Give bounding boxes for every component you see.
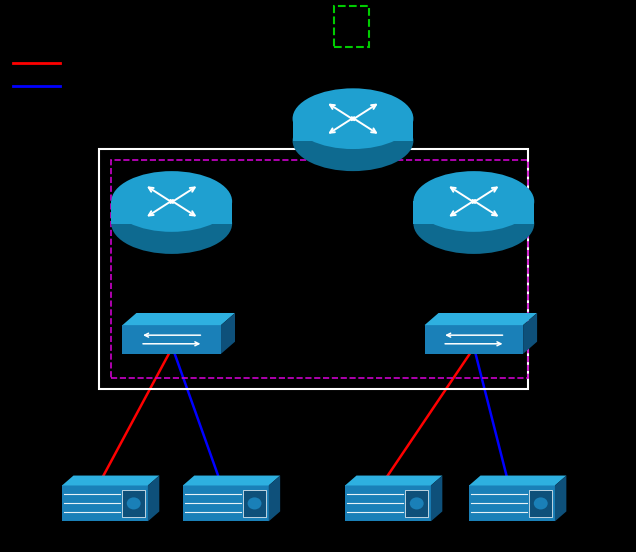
Polygon shape (413, 201, 534, 224)
Polygon shape (293, 119, 413, 141)
Circle shape (534, 497, 548, 509)
Circle shape (410, 497, 424, 509)
Polygon shape (123, 325, 221, 354)
Ellipse shape (111, 171, 232, 232)
Polygon shape (183, 486, 268, 521)
Polygon shape (529, 490, 552, 517)
Ellipse shape (413, 193, 534, 254)
Bar (99, 149, 528, 389)
Polygon shape (123, 313, 235, 325)
Polygon shape (62, 486, 148, 521)
Circle shape (127, 497, 141, 509)
Polygon shape (62, 475, 160, 486)
Polygon shape (405, 490, 428, 517)
Polygon shape (425, 313, 537, 325)
Polygon shape (469, 486, 555, 521)
Ellipse shape (293, 88, 413, 149)
Circle shape (247, 497, 261, 509)
Polygon shape (555, 475, 567, 521)
Polygon shape (111, 201, 232, 224)
Polygon shape (268, 475, 280, 521)
Polygon shape (243, 490, 266, 517)
Bar (334, 6, 369, 47)
Polygon shape (431, 475, 443, 521)
Polygon shape (148, 475, 160, 521)
Polygon shape (345, 486, 431, 521)
Polygon shape (523, 313, 537, 354)
Ellipse shape (111, 193, 232, 254)
Polygon shape (221, 313, 235, 354)
Polygon shape (469, 475, 567, 486)
Polygon shape (345, 475, 443, 486)
Polygon shape (183, 475, 280, 486)
Ellipse shape (413, 171, 534, 232)
Polygon shape (122, 490, 145, 517)
Polygon shape (425, 325, 523, 354)
Bar (111, 160, 528, 378)
Ellipse shape (293, 110, 413, 171)
